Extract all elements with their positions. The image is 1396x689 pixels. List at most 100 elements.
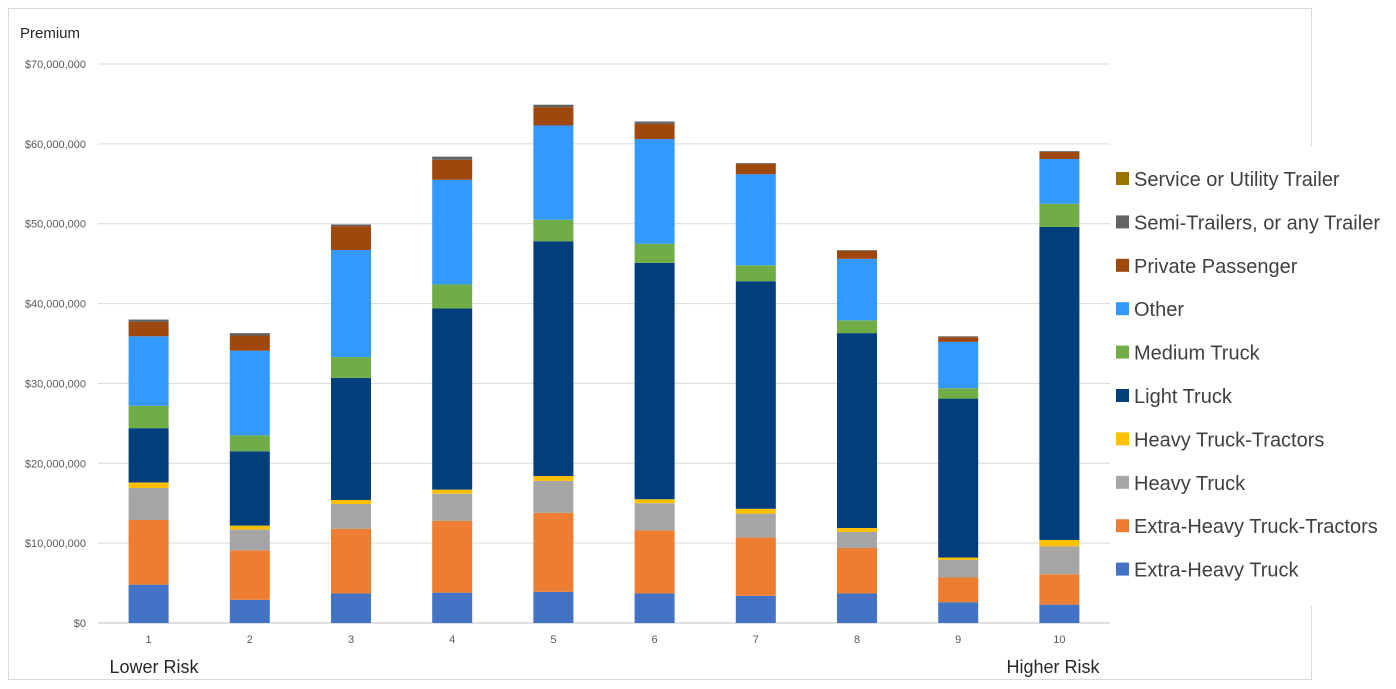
legend-swatch	[1116, 432, 1129, 446]
bar-segment-extra-heavy-truck-tractors	[229, 550, 270, 600]
bar-segment-light-truck	[938, 398, 979, 558]
y-tick-label: $10,000,000	[25, 538, 86, 550]
x-tick-label: 10	[1053, 634, 1065, 646]
legend-swatch	[1116, 345, 1129, 359]
legend-swatch	[1116, 389, 1129, 402]
bar-segment-heavy-truck	[128, 488, 169, 520]
bar-segment-light-truck	[331, 377, 371, 501]
legend-swatch	[1116, 258, 1129, 272]
bar-segment-medium-truck	[128, 405, 169, 429]
bar-segment-semi-trailers-or-any-trailer	[634, 121, 675, 124]
bar-segment-private-passenger	[938, 337, 979, 342]
bar-segment-other	[634, 139, 675, 244]
bar-segment-other	[331, 250, 371, 358]
bar-segment-extra-heavy-truck	[128, 584, 169, 623]
x-tick-label: 2	[247, 634, 253, 646]
x-tick-label: 9	[955, 634, 961, 646]
bar-segment-private-passenger	[229, 335, 270, 351]
bar-segment-extra-heavy-truck-tractors	[1039, 574, 1080, 605]
bar-segment-heavy-truck-tractors	[1039, 539, 1080, 547]
bar-segment-private-passenger	[1039, 151, 1080, 160]
bar-segment-heavy-truck-tractors	[735, 508, 776, 514]
x-tick-label: 8	[854, 634, 860, 646]
bar-segment-private-passenger	[837, 250, 877, 259]
bar-segment-light-truck	[634, 262, 675, 500]
y-tick-label: $60,000,000	[25, 139, 86, 151]
bar-segment-extra-heavy-truck-tractors	[432, 520, 473, 593]
bar-segment-extra-heavy-truck-tractors	[735, 537, 776, 596]
bar-segment-heavy-truck	[837, 531, 877, 548]
bar-segment-light-truck	[735, 281, 776, 509]
bar-segment-medium-truck	[432, 284, 473, 309]
lower-risk-label: Lower Risk	[109, 657, 199, 677]
bar-segment-heavy-truck-tractors	[938, 557, 979, 560]
bar-segment-semi-trailers-or-any-trailer	[533, 104, 574, 108]
bar-segment-light-truck	[1039, 226, 1080, 540]
legend-swatch	[1116, 519, 1129, 533]
bar-segment-light-truck	[128, 428, 169, 483]
bar-segment-semi-trailers-or-any-trailer	[229, 333, 270, 336]
legend-entry: Semi-Trailers, or any Trailer	[1134, 212, 1380, 234]
bar-segment-extra-heavy-truck	[229, 599, 270, 623]
bar-segment-extra-heavy-truck	[533, 591, 574, 623]
y-tick-label: $0	[74, 618, 86, 630]
bar-segment-extra-heavy-truck-tractors	[837, 547, 877, 594]
bar-segment-semi-trailers-or-any-trailer	[938, 336, 979, 338]
bar-segment-medium-truck	[837, 320, 877, 334]
bar-segment-heavy-truck-tractors	[432, 489, 473, 494]
bar-segment-extra-heavy-truck	[432, 592, 473, 623]
bar-segment-semi-trailers-or-any-trailer	[1039, 151, 1080, 152]
bar-segment-light-truck	[837, 333, 877, 528]
legend-entry: Medium Truck	[1134, 343, 1261, 365]
bar-segment-heavy-truck	[634, 503, 675, 531]
y-tick-label: $40,000,000	[25, 299, 86, 311]
bar-segment-heavy-truck	[229, 529, 270, 551]
bar-segment-extra-heavy-truck-tractors	[634, 530, 675, 594]
bar-segment-heavy-truck	[1039, 546, 1080, 575]
x-tick-label: 5	[550, 634, 556, 646]
bar-segment-extra-heavy-truck	[1039, 604, 1080, 623]
bar-segment-extra-heavy-truck	[634, 593, 675, 623]
bar-segment-medium-truck	[331, 357, 371, 378]
bar-segment-extra-heavy-truck-tractors	[128, 519, 169, 585]
bar-segment-semi-trailers-or-any-trailer	[432, 156, 473, 160]
bar-segment-private-passenger	[432, 159, 473, 180]
bar-segment-extra-heavy-truck-tractors	[533, 512, 574, 592]
x-tick-label: 7	[753, 634, 759, 646]
bar-segment-private-passenger	[634, 123, 675, 140]
bar-segment-other	[432, 179, 473, 285]
bar-segment-heavy-truck	[331, 504, 371, 529]
bar-segment-medium-truck	[1039, 203, 1080, 227]
bar-segment-medium-truck	[533, 219, 574, 242]
bar-segment-extra-heavy-truck	[938, 602, 979, 623]
bar-segment-heavy-truck-tractors	[331, 500, 371, 505]
legend-entry: Private Passenger	[1134, 256, 1298, 278]
legend-entry: Heavy Truck	[1134, 473, 1246, 495]
legend-entry: Heavy Truck-Tractors	[1134, 429, 1324, 451]
bar-segment-other	[128, 336, 169, 406]
x-tick-label: 1	[146, 634, 152, 646]
x-tick-label: 6	[652, 634, 658, 646]
bar-segment-extra-heavy-truck	[735, 595, 776, 623]
bar-segment-private-passenger	[331, 226, 371, 251]
bar-segment-private-passenger	[128, 321, 169, 337]
legend-swatch	[1116, 562, 1129, 576]
bar-segment-semi-trailers-or-any-trailer	[128, 319, 169, 322]
bar-segment-extra-heavy-truck	[837, 593, 877, 623]
bar-segment-medium-truck	[735, 265, 776, 282]
y-tick-label: $30,000,000	[25, 378, 86, 390]
bar-segment-other	[735, 174, 776, 266]
legend-entry: Extra-Heavy Truck	[1134, 560, 1299, 582]
bar-segment-heavy-truck	[533, 480, 574, 513]
bar-segment-heavy-truck-tractors	[128, 482, 169, 489]
bar-segment-medium-truck	[938, 388, 979, 399]
x-tick-label: 3	[348, 634, 354, 646]
bar-segment-private-passenger	[735, 163, 776, 175]
y-tick-label: $20,000,000	[25, 458, 86, 470]
higher-risk-label: Higher Risk	[1006, 657, 1100, 677]
legend-entry: Service or Utility Trailer	[1134, 169, 1340, 191]
bar-segment-heavy-truck-tractors	[837, 527, 877, 532]
legend-swatch	[1116, 172, 1129, 185]
legend-entry: Light Truck	[1134, 386, 1233, 408]
bar-segment-medium-truck	[634, 243, 675, 263]
